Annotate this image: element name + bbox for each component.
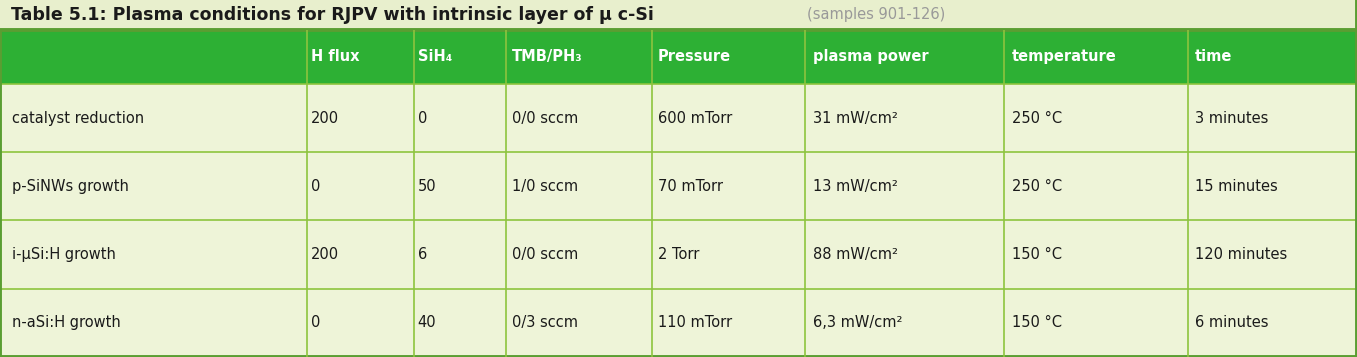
Text: 1/0 sccm: 1/0 sccm (512, 179, 578, 194)
Bar (1189, 289, 1357, 357)
Bar (651, 152, 805, 221)
Text: n-aSi:H growth: n-aSi:H growth (12, 315, 121, 330)
Text: 200: 200 (311, 247, 339, 262)
Text: 0/0 sccm: 0/0 sccm (512, 111, 578, 126)
Text: 15 minutes: 15 minutes (1196, 179, 1278, 194)
Bar (805, 30, 1004, 84)
Bar (0, 289, 307, 357)
Bar (506, 30, 651, 84)
Text: 0/3 sccm: 0/3 sccm (512, 315, 578, 330)
Text: 3 minutes: 3 minutes (1196, 111, 1269, 126)
Bar (1189, 152, 1357, 221)
Bar (414, 289, 506, 357)
Text: temperature: temperature (1012, 50, 1117, 65)
Bar (1004, 30, 1189, 84)
Bar (651, 221, 805, 289)
Bar (307, 221, 414, 289)
Bar (414, 221, 506, 289)
Bar (651, 30, 805, 84)
Text: 250 °C: 250 °C (1012, 179, 1061, 194)
Text: i-μSi:H growth: i-μSi:H growth (12, 247, 117, 262)
Text: 6,3 mW/cm²: 6,3 mW/cm² (813, 315, 902, 330)
Bar (1004, 84, 1189, 152)
Bar (0, 152, 307, 221)
Text: Table 5.1: Plasma conditions for RJPV with intrinsic layer of μ c-Si: Table 5.1: Plasma conditions for RJPV wi… (11, 6, 654, 24)
Text: Pressure: Pressure (658, 50, 731, 65)
Text: TMB/PH₃: TMB/PH₃ (512, 50, 582, 65)
Bar (307, 289, 414, 357)
Text: catalyst reduction: catalyst reduction (12, 111, 144, 126)
Text: 0: 0 (311, 315, 320, 330)
Bar (506, 221, 651, 289)
Text: 40: 40 (418, 315, 437, 330)
Bar (307, 152, 414, 221)
Bar (307, 30, 414, 84)
Text: 150 °C: 150 °C (1012, 247, 1061, 262)
Bar (414, 152, 506, 221)
Text: 6 minutes: 6 minutes (1196, 315, 1269, 330)
Text: 0/0 sccm: 0/0 sccm (512, 247, 578, 262)
Text: (samples 901-126): (samples 901-126) (807, 7, 946, 22)
Text: 13 mW/cm²: 13 mW/cm² (813, 179, 898, 194)
Text: 50: 50 (418, 179, 437, 194)
Text: p-SiNWs growth: p-SiNWs growth (12, 179, 129, 194)
Bar (1189, 84, 1357, 152)
Bar (805, 84, 1004, 152)
Text: SiH₄: SiH₄ (418, 50, 452, 65)
Bar (805, 152, 1004, 221)
Text: 2 Torr: 2 Torr (658, 247, 699, 262)
Text: 110 mTorr: 110 mTorr (658, 315, 731, 330)
Text: 0: 0 (311, 179, 320, 194)
Text: plasma power: plasma power (813, 50, 928, 65)
Text: 120 minutes: 120 minutes (1196, 247, 1288, 262)
Bar (414, 84, 506, 152)
Text: 200: 200 (311, 111, 339, 126)
Bar (1004, 289, 1189, 357)
Bar (506, 289, 651, 357)
Bar (1004, 221, 1189, 289)
Bar (1189, 30, 1357, 84)
Text: 600 mTorr: 600 mTorr (658, 111, 731, 126)
Bar (805, 289, 1004, 357)
Text: H flux: H flux (311, 50, 360, 65)
Text: 70 mTorr: 70 mTorr (658, 179, 723, 194)
Bar (0, 84, 307, 152)
Text: 6: 6 (418, 247, 427, 262)
Bar (651, 84, 805, 152)
Bar (805, 221, 1004, 289)
Bar (506, 84, 651, 152)
Text: 150 °C: 150 °C (1012, 315, 1061, 330)
Text: 31 mW/cm²: 31 mW/cm² (813, 111, 898, 126)
Bar (307, 84, 414, 152)
Bar (0, 30, 307, 84)
Text: 0: 0 (418, 111, 427, 126)
Bar (1004, 152, 1189, 221)
Bar (1189, 221, 1357, 289)
Bar (414, 30, 506, 84)
Text: 88 mW/cm²: 88 mW/cm² (813, 247, 898, 262)
Text: 250 °C: 250 °C (1012, 111, 1061, 126)
Bar (506, 152, 651, 221)
Bar (0, 221, 307, 289)
Bar (651, 289, 805, 357)
Text: time: time (1196, 50, 1232, 65)
